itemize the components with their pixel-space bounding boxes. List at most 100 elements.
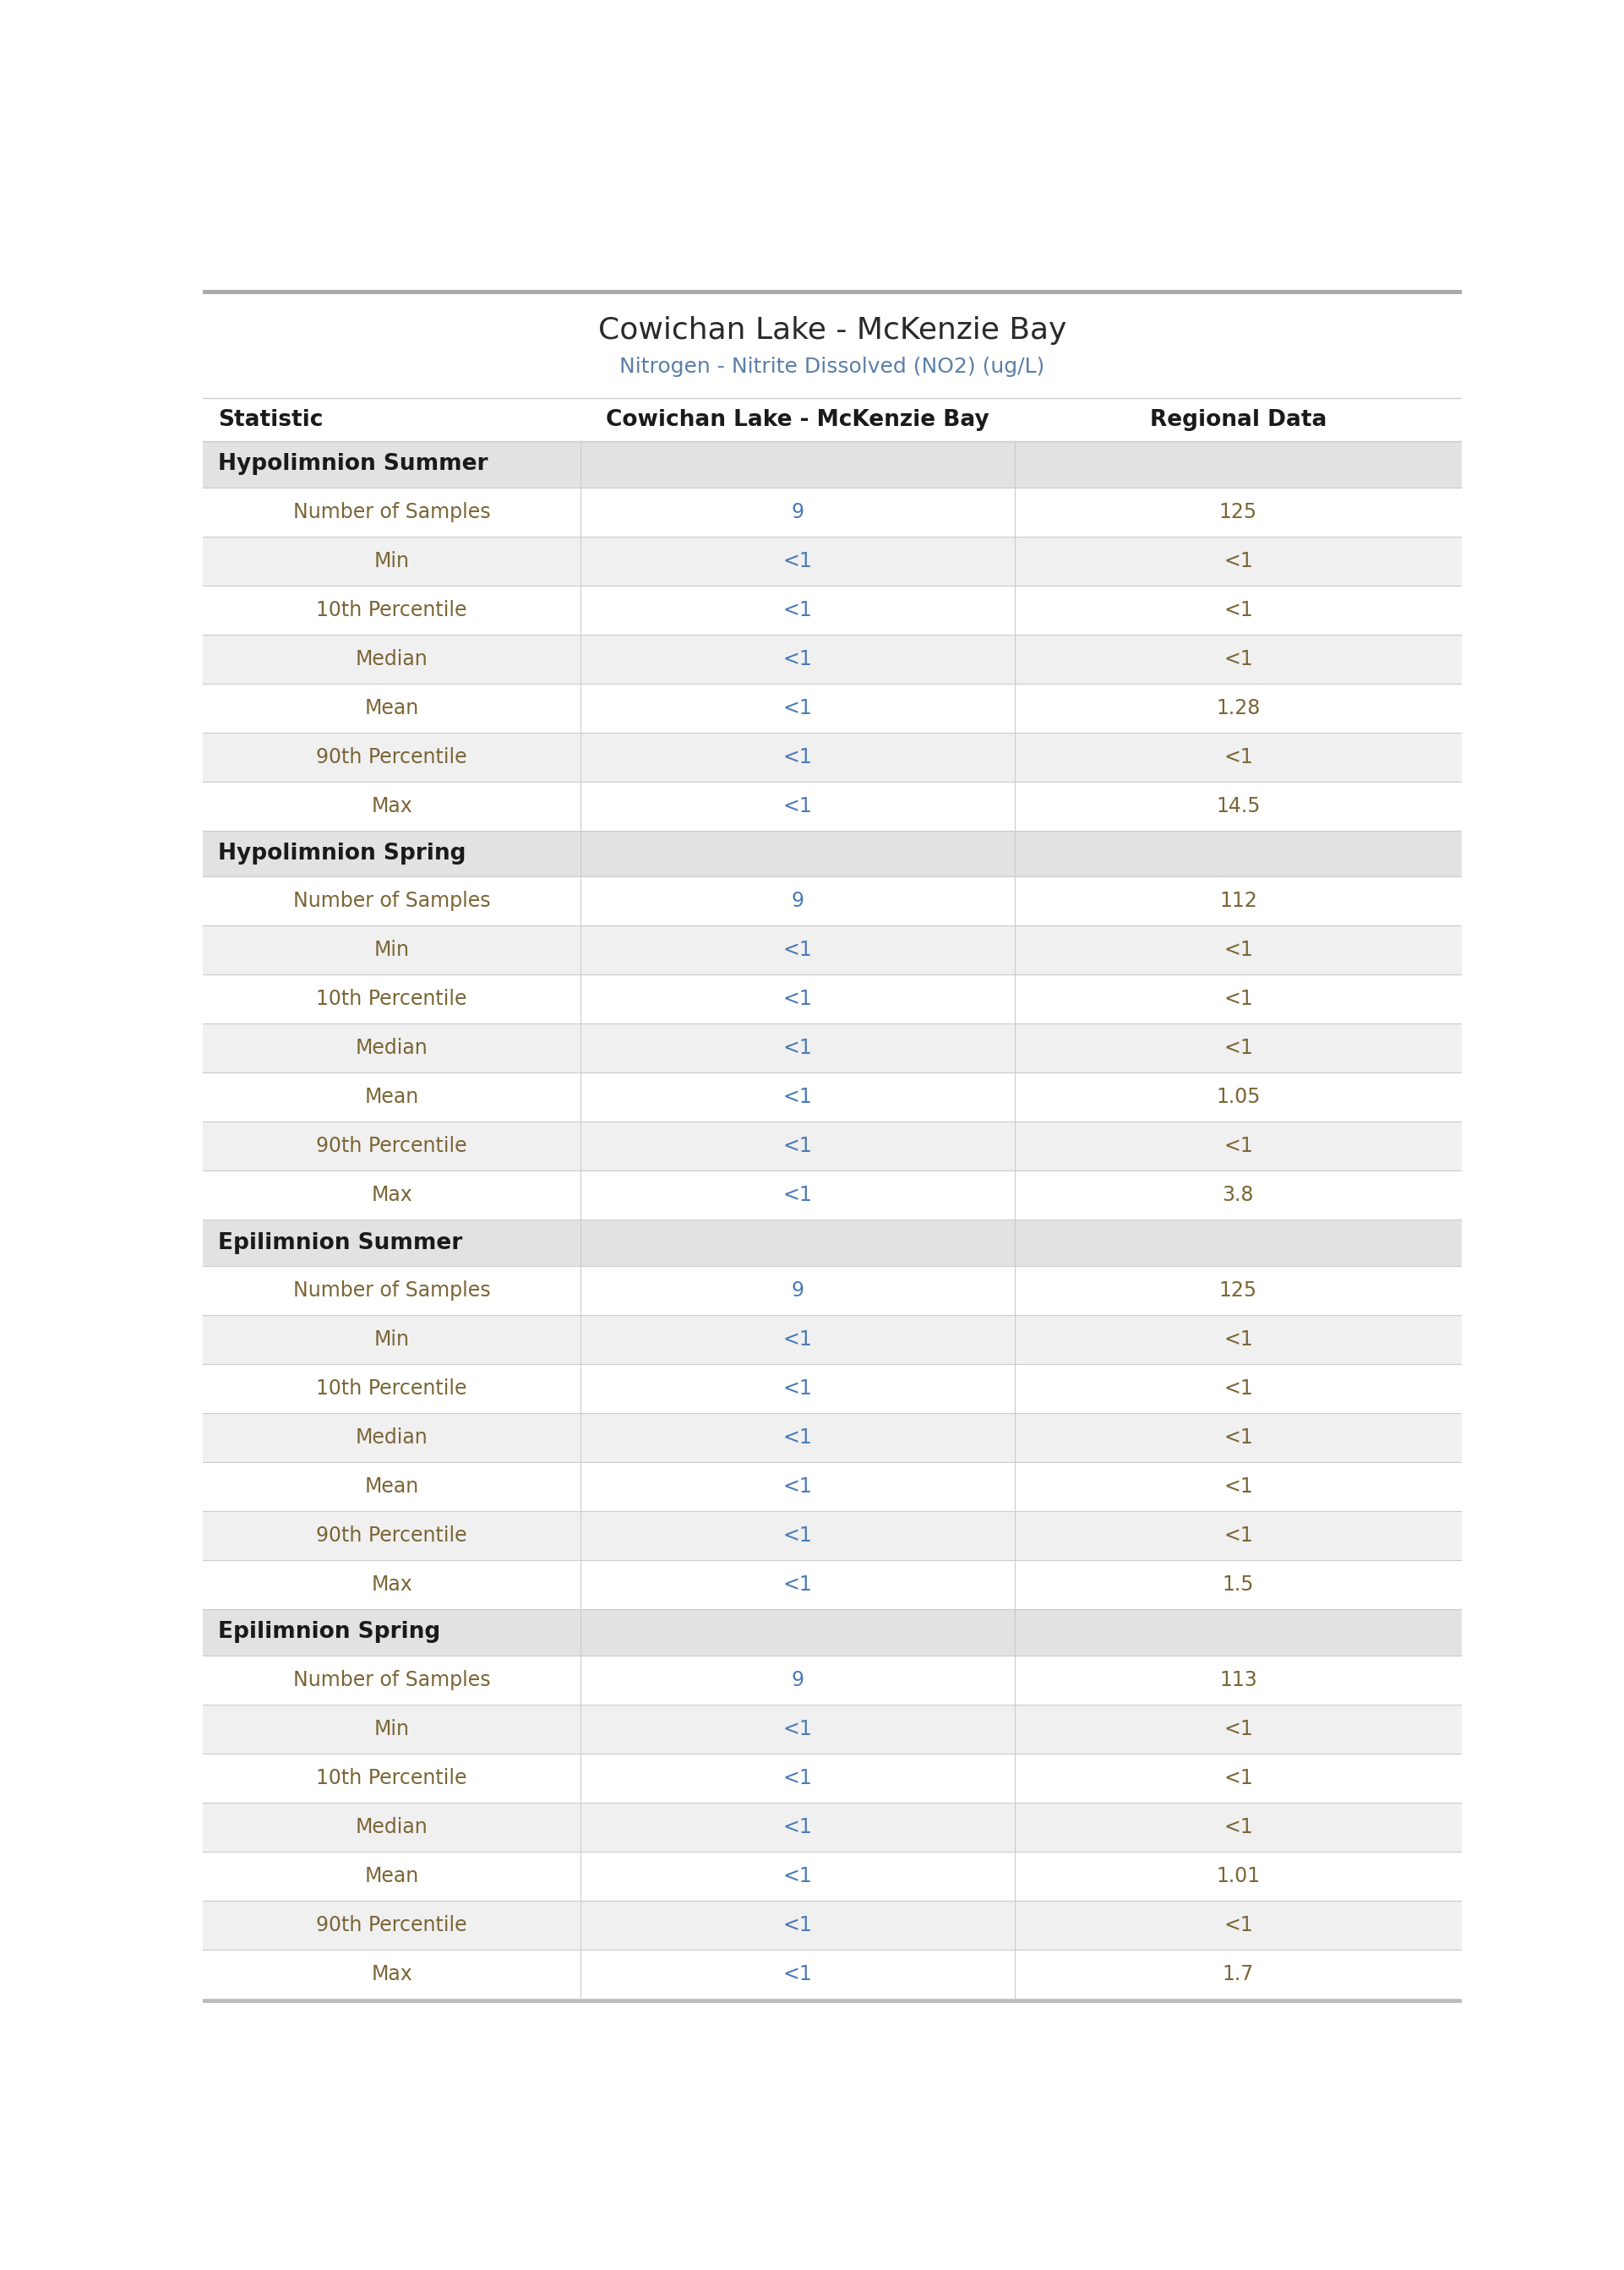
Text: Number of Samples: Number of Samples <box>292 502 490 522</box>
Text: <1: <1 <box>783 1428 812 1448</box>
Text: 9: 9 <box>791 502 804 522</box>
Text: Number of Samples: Number of Samples <box>292 1671 490 1689</box>
Bar <box>203 397 1462 440</box>
Text: <1: <1 <box>783 599 812 620</box>
Text: 90th Percentile: 90th Percentile <box>317 1916 468 1934</box>
Text: <1: <1 <box>783 1866 812 1886</box>
Bar <box>581 683 1462 733</box>
Text: 90th Percentile: 90th Percentile <box>317 1137 468 1155</box>
Text: Number of Samples: Number of Samples <box>292 1280 490 1301</box>
Text: <1: <1 <box>783 649 812 670</box>
Bar <box>581 1752 1462 1802</box>
Text: <1: <1 <box>1223 1037 1252 1058</box>
Bar <box>581 536 1462 586</box>
Text: Regional Data: Regional Data <box>1150 409 1327 431</box>
Text: <1: <1 <box>783 552 812 572</box>
Text: Min: Min <box>374 1718 409 1739</box>
Text: <1: <1 <box>1223 1525 1252 1546</box>
Text: <1: <1 <box>1223 649 1252 670</box>
Bar <box>581 1705 1462 1752</box>
Text: Median: Median <box>356 1816 429 1836</box>
Text: <1: <1 <box>1223 1718 1252 1739</box>
Bar <box>203 974 1462 1024</box>
Bar <box>203 1414 1462 1462</box>
Text: <1: <1 <box>783 1525 812 1546</box>
Bar <box>581 1121 1462 1171</box>
Bar <box>203 1802 1462 1852</box>
Text: <1: <1 <box>1223 1476 1252 1496</box>
Bar <box>581 1512 1462 1559</box>
Bar <box>203 1121 1462 1171</box>
Bar <box>581 1314 1462 1364</box>
Text: <1: <1 <box>783 1378 812 1398</box>
Bar <box>203 1998 1462 2002</box>
Bar <box>203 683 1462 733</box>
Text: <1: <1 <box>783 1185 812 1205</box>
Bar <box>203 636 1462 683</box>
Bar <box>581 1364 1462 1414</box>
Text: 10th Percentile: 10th Percentile <box>317 1768 468 1789</box>
Text: <1: <1 <box>783 697 812 717</box>
Text: Cowichan Lake - McKenzie Bay: Cowichan Lake - McKenzie Bay <box>606 409 989 431</box>
Bar <box>203 1752 1462 1802</box>
Bar <box>203 926 1462 974</box>
Bar <box>203 1852 1462 1900</box>
Text: 10th Percentile: 10th Percentile <box>317 1378 468 1398</box>
Bar <box>203 876 1462 926</box>
Text: 10th Percentile: 10th Percentile <box>317 599 468 620</box>
Text: Mean: Mean <box>365 1476 419 1496</box>
Bar <box>581 1852 1462 1900</box>
Text: <1: <1 <box>783 1087 812 1108</box>
Text: Hypolimnion Spring: Hypolimnion Spring <box>218 842 466 865</box>
Bar <box>203 831 1462 876</box>
Bar <box>581 488 1462 536</box>
Text: <1: <1 <box>783 990 812 1010</box>
Text: 125: 125 <box>1220 1280 1257 1301</box>
Text: Min: Min <box>374 552 409 572</box>
Bar <box>203 1950 1462 1998</box>
Text: Median: Median <box>356 1428 429 1448</box>
Text: Max: Max <box>372 1575 412 1596</box>
Bar <box>203 1705 1462 1752</box>
Text: <1: <1 <box>783 1916 812 1934</box>
Bar <box>581 1462 1462 1512</box>
Bar <box>581 876 1462 926</box>
Text: 1.28: 1.28 <box>1216 697 1260 717</box>
Text: <1: <1 <box>1223 1378 1252 1398</box>
Bar <box>581 1414 1462 1462</box>
Text: Max: Max <box>372 1964 412 1984</box>
Text: <1: <1 <box>1223 552 1252 572</box>
Bar <box>581 1024 1462 1074</box>
Bar <box>581 1074 1462 1121</box>
Bar <box>581 586 1462 636</box>
Text: <1: <1 <box>783 1476 812 1496</box>
Bar <box>581 733 1462 781</box>
Text: Min: Min <box>374 940 409 960</box>
Bar <box>203 1024 1462 1074</box>
Text: Max: Max <box>372 1185 412 1205</box>
Text: 1.05: 1.05 <box>1216 1087 1260 1108</box>
Text: Statistic: Statistic <box>218 409 323 431</box>
Text: <1: <1 <box>1223 747 1252 767</box>
Text: <1: <1 <box>783 1718 812 1739</box>
Bar <box>581 1559 1462 1609</box>
Text: Min: Min <box>374 1330 409 1351</box>
Text: <1: <1 <box>783 1575 812 1596</box>
Text: <1: <1 <box>1223 1916 1252 1934</box>
Bar <box>581 781 1462 831</box>
Bar <box>203 1998 1462 2002</box>
Bar <box>203 1219 1462 1267</box>
Bar <box>203 1314 1462 1364</box>
Bar <box>203 781 1462 831</box>
Text: <1: <1 <box>783 940 812 960</box>
Bar <box>581 1171 1462 1219</box>
Bar <box>203 536 1462 586</box>
Text: Cowichan Lake - McKenzie Bay: Cowichan Lake - McKenzie Bay <box>598 316 1067 345</box>
Text: Max: Max <box>372 797 412 817</box>
Text: 1.01: 1.01 <box>1216 1866 1260 1886</box>
Text: <1: <1 <box>783 1330 812 1351</box>
Text: Epilimnion Spring: Epilimnion Spring <box>218 1621 440 1643</box>
Text: <1: <1 <box>783 797 812 817</box>
Text: Median: Median <box>356 649 429 670</box>
Text: <1: <1 <box>1223 599 1252 620</box>
